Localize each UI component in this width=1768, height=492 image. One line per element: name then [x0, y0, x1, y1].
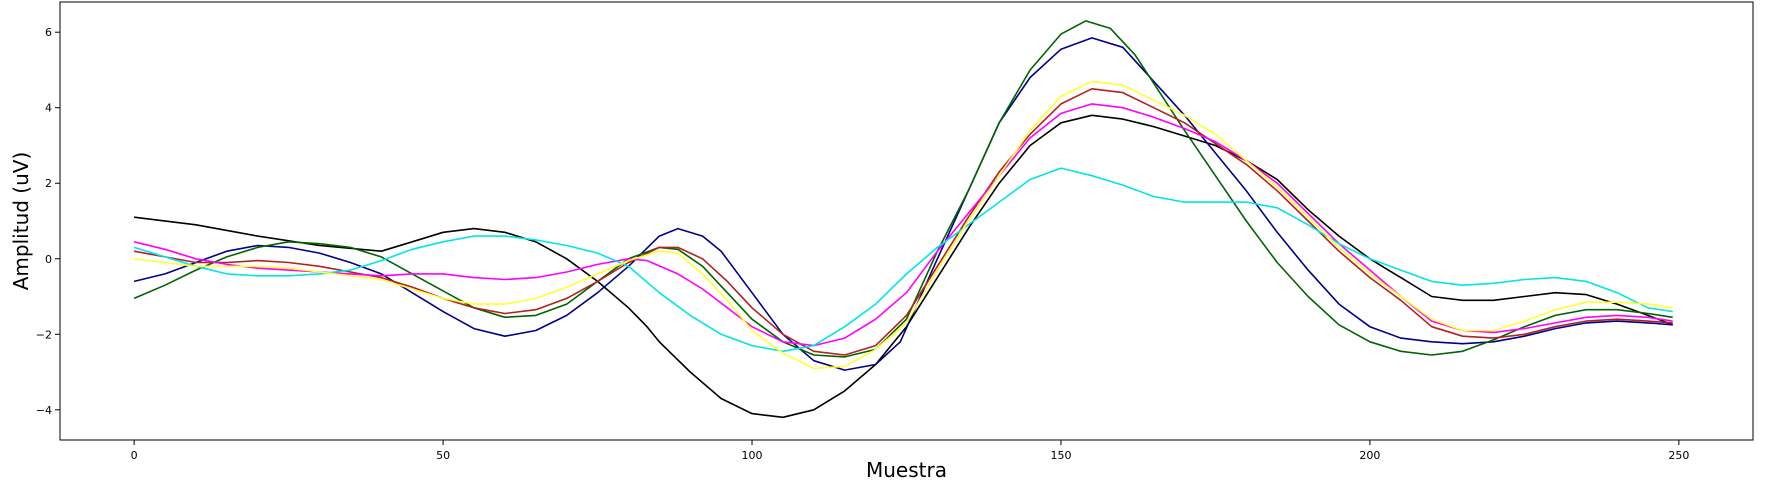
y-axis-label: Amplitud (uV) [9, 152, 33, 291]
series-layer [133, 20, 1673, 419]
y-tick-label: −2 [36, 328, 52, 341]
series-line-7 [134, 80, 1673, 370]
x-axis-ticks: 0 50 100 150 200 250 [131, 440, 1689, 462]
series-line-3 [133, 20, 1673, 358]
x-tick-label: 200 [1359, 449, 1380, 462]
x-tick-label: 0 [131, 449, 138, 462]
y-tick-label: 4 [45, 102, 52, 115]
x-tick-label: 250 [1668, 449, 1689, 462]
y-tick-label: −4 [36, 404, 52, 417]
y-tick-label: 2 [45, 177, 52, 190]
series-line-1 [134, 114, 1673, 419]
x-axis-label: Muestra [866, 458, 947, 482]
y-axis-ticks: −4 −2 0 2 4 6 [36, 26, 60, 417]
x-tick-label: 150 [1050, 449, 1071, 462]
series-line-6 [133, 167, 1673, 353]
series-line-4 [133, 88, 1673, 356]
x-tick-label: 50 [436, 449, 450, 462]
series-line-2 [133, 37, 1673, 371]
y-tick-label: 6 [45, 26, 52, 39]
series-line-5 [133, 103, 1673, 347]
x-tick-label: 100 [742, 449, 763, 462]
y-tick-label: 0 [45, 253, 52, 266]
plot-frame [59, 1, 1754, 441]
